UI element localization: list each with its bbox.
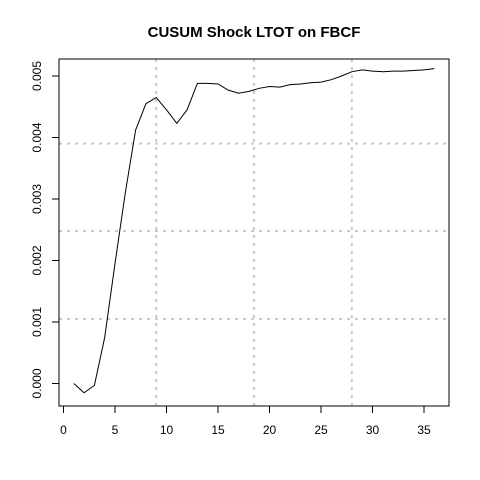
x-tick-label: 0 xyxy=(60,423,67,437)
x-tick-label: 10 xyxy=(160,423,174,437)
chart-title: CUSUM Shock LTOT on FBCF xyxy=(148,24,361,41)
series-line xyxy=(73,68,435,394)
grid-layer xyxy=(59,59,449,406)
y-axis: 0.000 0.001 0.002 0.003 0.004 0.005 xyxy=(30,61,60,399)
x-tick-label: 35 xyxy=(417,423,431,437)
x-tick-label: 15 xyxy=(211,423,225,437)
x-tick-label: 20 xyxy=(263,423,277,437)
x-tick-label: 25 xyxy=(314,423,328,437)
y-tick-label: 0.003 xyxy=(30,184,44,214)
x-tick-label: 30 xyxy=(366,423,380,437)
x-tick-label: 5 xyxy=(112,423,119,437)
y-tick-label: 0.002 xyxy=(30,245,44,275)
x-axis: 0 5 10 15 20 25 30 35 xyxy=(60,405,431,437)
y-tick-label: 0.000 xyxy=(30,368,44,398)
y-tick-label: 0.005 xyxy=(30,61,44,91)
plot-box xyxy=(58,58,450,407)
y-tick-label: 0.004 xyxy=(30,122,44,152)
y-tick-label: 0.001 xyxy=(30,307,44,337)
